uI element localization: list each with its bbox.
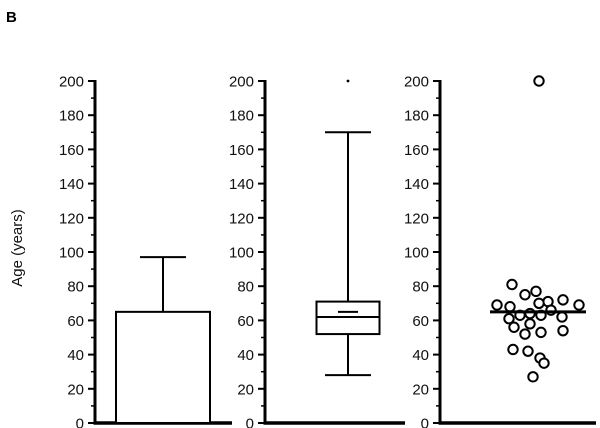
y-tick-label: 200 — [59, 74, 84, 91]
y-tick-label: 200 — [404, 74, 429, 91]
data-point — [527, 371, 539, 383]
y-tick-label: 160 — [404, 142, 429, 159]
y-tick-label: 60 — [412, 313, 429, 330]
bar-rect — [115, 310, 211, 425]
y-tick-label: 20 — [67, 381, 84, 398]
y-tick-label: 20 — [412, 381, 429, 398]
y-tick-label: 80 — [237, 279, 254, 296]
data-point — [522, 345, 534, 357]
data-point — [557, 324, 569, 337]
y-tick-label: 40 — [67, 347, 84, 364]
data-point — [508, 321, 520, 333]
y-tick-label: 40 — [412, 347, 429, 364]
data-point — [533, 75, 545, 87]
data-point — [535, 326, 547, 339]
y-tick-label: 40 — [237, 347, 254, 364]
data-point — [556, 311, 568, 323]
y-tick-label: 180 — [404, 108, 429, 125]
y-tick-label: 160 — [59, 142, 84, 159]
y-tick-label: 140 — [59, 176, 84, 193]
data-point — [491, 299, 503, 311]
y-tick-label: 100 — [229, 245, 254, 262]
y-tick-label: 20 — [237, 381, 254, 398]
data-point — [519, 328, 531, 340]
data-point — [533, 297, 545, 309]
data-point — [557, 294, 569, 306]
y-tick-label: 180 — [229, 108, 254, 125]
data-point — [506, 278, 518, 291]
data-point — [524, 307, 536, 320]
y-tick-label: 120 — [229, 210, 254, 227]
y-tick-label: 140 — [404, 176, 429, 193]
panel-label: B — [6, 9, 17, 26]
y-tick-label: 200 — [229, 74, 254, 91]
box-panel: 0 20 40 60 80 100 120 140 160 180 200 — [229, 74, 405, 428]
y-tick-label: 0 — [421, 416, 429, 428]
y-tick-label: 140 — [229, 176, 254, 193]
y-tick-label: 160 — [229, 142, 254, 159]
data-point — [545, 304, 557, 316]
data-point — [503, 312, 515, 325]
y-tick-label: 120 — [59, 210, 84, 227]
y-axis-label: Age (years) — [9, 209, 26, 287]
y-tick-label: 100 — [59, 245, 84, 262]
data-point — [504, 301, 516, 313]
y-tick-label: 60 — [237, 313, 254, 330]
y-tick-label: 0 — [246, 416, 254, 428]
y-tick-label: 0 — [76, 416, 84, 428]
data-point — [530, 285, 542, 298]
y-tick-label: 180 — [59, 108, 84, 125]
scatter-panel: 0 20 40 60 80 100 120 140 160 180 200 — [404, 74, 596, 428]
y-tick-label: 120 — [404, 210, 429, 227]
outlier-point — [346, 79, 350, 83]
data-point — [524, 318, 536, 330]
y-tick-label: 100 — [404, 245, 429, 262]
data-point — [507, 343, 519, 356]
y-tick-label: 60 — [67, 313, 84, 330]
y-tick-label: 80 — [67, 279, 84, 296]
y-tick-label: 80 — [412, 279, 429, 296]
data-point — [538, 357, 550, 369]
data-point — [519, 289, 531, 301]
data-point — [573, 299, 585, 311]
bar-panel: 0 20 40 60 80 100 120 140 160 180 200 — [59, 74, 232, 428]
